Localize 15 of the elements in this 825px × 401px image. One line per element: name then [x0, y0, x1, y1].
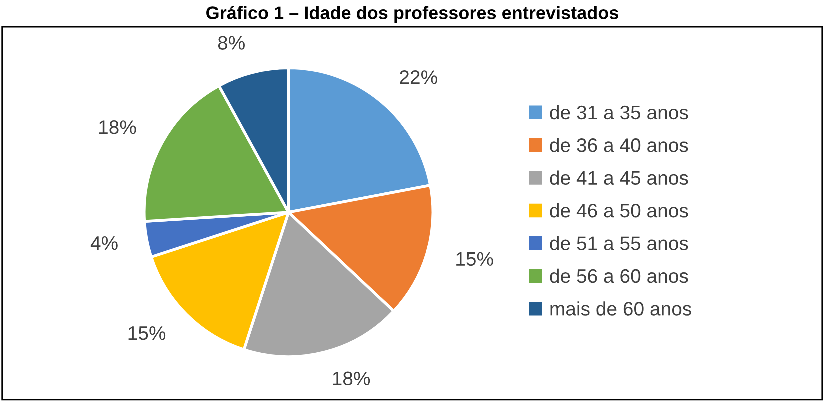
legend-label: de 41 a 45 anos — [550, 170, 688, 186]
legend-label: de 31 a 35 anos — [550, 105, 688, 120]
data-label: 22% — [400, 70, 438, 84]
data-label: 8% — [218, 36, 245, 50]
chart-title: Gráfico 1 – Idade dos professores entrevistados — [206, 6, 618, 24]
legend-label: de 46 a 50 anos — [550, 203, 688, 218]
data-label: 18% — [333, 372, 370, 386]
legend-label: de 36 a 40 anos — [550, 138, 688, 152]
data-label: 4% — [90, 236, 118, 250]
data-label: 18% — [100, 120, 136, 134]
legend-label: de 56 a 60 anos — [550, 268, 688, 284]
data-label: 15% — [128, 326, 166, 340]
legend-label: mais de 60 anos — [550, 302, 692, 316]
data-label: 15% — [456, 252, 494, 266]
legend-label: de 51 a 55 anos — [550, 236, 688, 250]
